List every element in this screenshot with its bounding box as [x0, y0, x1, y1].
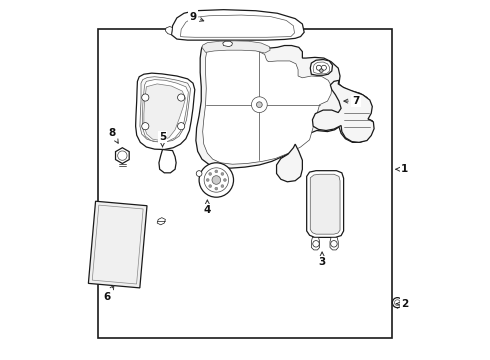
Circle shape: [177, 123, 185, 130]
Circle shape: [313, 240, 319, 247]
Circle shape: [251, 97, 267, 113]
Circle shape: [317, 65, 321, 70]
Circle shape: [215, 187, 218, 190]
Circle shape: [209, 172, 212, 175]
Circle shape: [394, 300, 400, 306]
Polygon shape: [313, 80, 374, 142]
Text: 8: 8: [109, 129, 118, 143]
Polygon shape: [203, 48, 332, 164]
Circle shape: [206, 179, 209, 181]
Polygon shape: [311, 237, 319, 250]
Text: 5: 5: [159, 132, 166, 147]
Circle shape: [256, 102, 262, 108]
Polygon shape: [172, 10, 304, 40]
Polygon shape: [202, 41, 270, 53]
Polygon shape: [157, 218, 166, 225]
Text: 1: 1: [396, 164, 408, 174]
Circle shape: [209, 185, 212, 188]
Circle shape: [221, 172, 224, 175]
Polygon shape: [196, 42, 373, 168]
Circle shape: [118, 151, 127, 160]
Polygon shape: [180, 15, 294, 37]
Polygon shape: [330, 237, 338, 250]
Polygon shape: [144, 84, 186, 140]
Polygon shape: [116, 148, 129, 163]
Circle shape: [204, 168, 228, 192]
Polygon shape: [143, 80, 188, 142]
Circle shape: [319, 69, 323, 72]
Circle shape: [221, 185, 224, 188]
Text: 3: 3: [318, 252, 326, 267]
Circle shape: [142, 94, 149, 101]
Text: 4: 4: [204, 200, 211, 216]
Circle shape: [199, 163, 234, 197]
Polygon shape: [310, 174, 340, 234]
Circle shape: [177, 94, 185, 101]
Circle shape: [212, 176, 220, 184]
Polygon shape: [88, 201, 147, 288]
Polygon shape: [166, 26, 172, 35]
Polygon shape: [276, 144, 302, 182]
Polygon shape: [92, 205, 143, 284]
Bar: [98, 30, 392, 338]
Polygon shape: [159, 149, 176, 173]
Circle shape: [321, 65, 326, 70]
Text: 6: 6: [103, 285, 114, 302]
Text: 7: 7: [344, 96, 360, 106]
Circle shape: [142, 123, 149, 130]
Text: 2: 2: [396, 299, 408, 309]
Polygon shape: [136, 73, 195, 149]
Circle shape: [331, 240, 337, 247]
Polygon shape: [313, 62, 330, 74]
Polygon shape: [310, 59, 333, 75]
Polygon shape: [223, 41, 232, 46]
Text: 9: 9: [190, 12, 204, 22]
Circle shape: [215, 170, 218, 173]
Circle shape: [223, 179, 226, 181]
Polygon shape: [307, 171, 343, 237]
Circle shape: [392, 298, 402, 308]
Polygon shape: [140, 77, 191, 142]
Circle shape: [196, 171, 202, 176]
